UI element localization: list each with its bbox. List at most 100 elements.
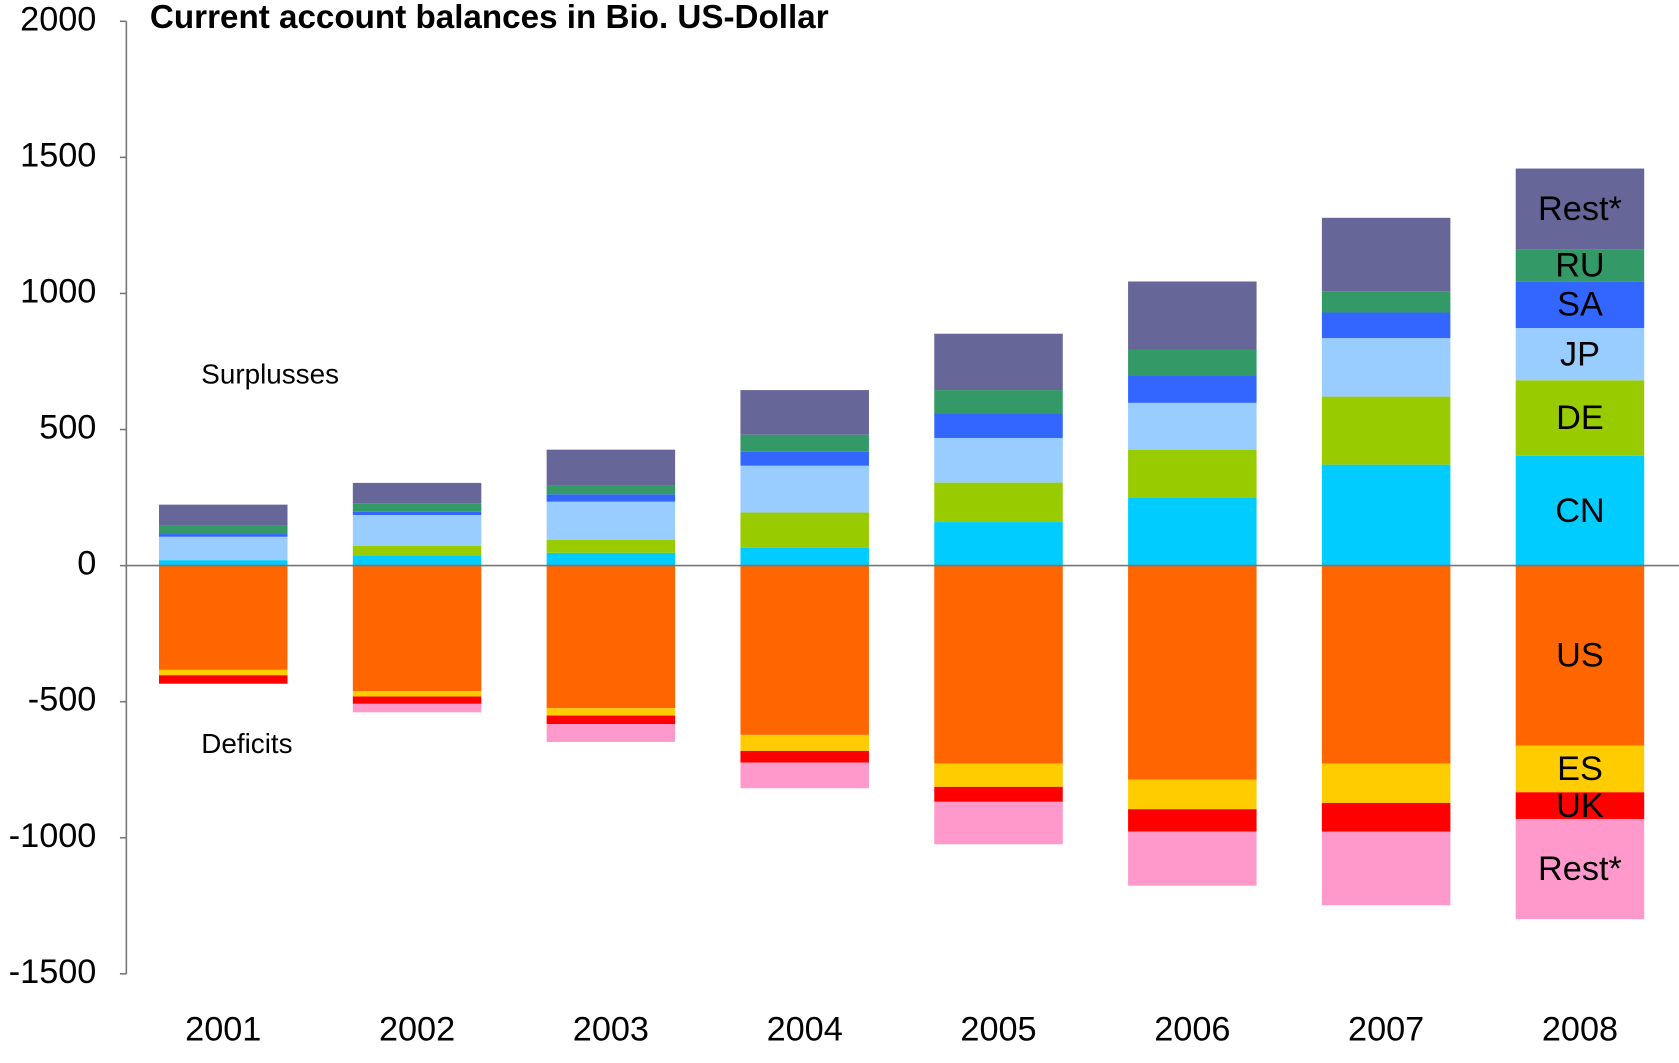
bar-segment <box>934 763 1063 787</box>
bar-segment <box>352 545 482 556</box>
bar-segment <box>740 512 869 548</box>
y-tick-label: 1000 <box>20 273 96 311</box>
segment-label: CN <box>1555 492 1604 530</box>
bar-segment <box>934 565 1063 764</box>
segment-label: ES <box>1557 750 1603 788</box>
bar-segment <box>352 555 482 566</box>
bar-segment <box>1128 375 1257 403</box>
bar-segment <box>546 723 676 742</box>
annotation: Deficits <box>201 728 292 759</box>
bar-segment <box>1128 349 1257 376</box>
bar-segment <box>546 708 676 716</box>
segment-label: Rest* <box>1538 850 1622 888</box>
bar-segment <box>159 504 288 526</box>
bar-segment <box>352 511 482 515</box>
bar-segment <box>934 413 1063 438</box>
bar-segment <box>934 390 1063 414</box>
bar-segment <box>1515 281 1645 329</box>
y-tick-label: 500 <box>39 409 96 447</box>
bar-segment <box>1128 779 1257 810</box>
bar-segment <box>740 750 869 763</box>
bar-segment <box>1321 802 1451 832</box>
bar-segment <box>1515 455 1645 566</box>
bar-segment <box>1321 831 1451 906</box>
bar-segment <box>1321 763 1451 803</box>
bar-segment <box>934 437 1063 483</box>
bar-segment <box>1128 565 1257 780</box>
bar-segment <box>1321 217 1451 292</box>
bar-segment <box>740 390 869 435</box>
x-tick-label: 2007 <box>1348 1010 1424 1048</box>
segment-label: DE <box>1556 399 1604 437</box>
bar-segment <box>1128 831 1257 886</box>
x-tick-label: 2001 <box>185 1010 261 1048</box>
bar-segment <box>546 565 676 709</box>
bar-segment <box>740 547 869 566</box>
bar-segment <box>1515 168 1645 250</box>
segment-label: SA <box>1557 286 1603 324</box>
bar-segment <box>159 675 288 684</box>
bar-segment <box>1321 396 1451 465</box>
bar-segment <box>1321 565 1451 764</box>
bar-segment <box>740 465 869 513</box>
bar-segment <box>1128 449 1257 498</box>
bar-segment <box>740 734 869 751</box>
bar-segment <box>1515 792 1645 819</box>
chart-title: Current account balances in Bio. US-Doll… <box>150 0 829 36</box>
segment-label: UK <box>1556 787 1604 825</box>
segment-label: US <box>1556 637 1604 675</box>
bar-segment <box>740 451 869 466</box>
bar-segment <box>1515 745 1645 793</box>
bar-segment <box>159 560 288 566</box>
bar-segment <box>546 501 676 541</box>
y-tick-label: 0 <box>77 545 96 583</box>
y-tick-label: 2000 <box>20 0 96 38</box>
segment-label: JP <box>1560 335 1600 373</box>
bar-segment <box>546 449 676 486</box>
x-tick-label: 2004 <box>767 1010 843 1048</box>
bar-segment <box>352 691 482 697</box>
segment-label: RU <box>1555 247 1604 285</box>
bar-segment <box>1321 312 1451 339</box>
bar-segment <box>1515 328 1645 381</box>
bar-segment <box>352 703 482 713</box>
bar-segment <box>1321 464 1451 566</box>
bar-segment <box>934 482 1063 523</box>
bar-segment <box>1128 402 1257 450</box>
bar-segment <box>159 669 288 676</box>
bar-segment <box>934 522 1063 566</box>
bar-segment <box>1128 497 1257 566</box>
bar-segment <box>1515 249 1645 282</box>
bar-segment <box>1515 565 1645 746</box>
bar-segment <box>1128 281 1257 350</box>
bar-segment <box>546 715 676 724</box>
bar-segment <box>1321 291 1451 313</box>
y-tick-label: -500 <box>28 681 97 719</box>
bar-segment <box>1515 818 1645 920</box>
y-tick-label: -1500 <box>9 953 97 991</box>
annotation: Surplusses <box>201 358 339 389</box>
bar-segment <box>352 482 482 504</box>
bar-segment <box>546 494 676 502</box>
bar-segment <box>159 536 288 561</box>
bar-segment <box>740 565 869 735</box>
bar-segment <box>1321 338 1451 397</box>
x-tick-label: 2003 <box>573 1010 649 1048</box>
bar-segment <box>159 565 288 670</box>
y-tick-label: 1500 <box>20 136 96 174</box>
bar-segment <box>159 534 288 537</box>
bar-segment <box>934 786 1063 802</box>
bar-segment <box>1128 809 1257 832</box>
bar-segment <box>740 762 869 789</box>
bar-segment <box>352 696 482 704</box>
bar-segment <box>546 552 676 566</box>
bar-segment <box>352 565 482 692</box>
x-tick-label: 2002 <box>379 1010 455 1048</box>
bar-segment <box>352 514 482 546</box>
x-tick-label: 2008 <box>1542 1010 1618 1048</box>
bar-segment <box>1515 380 1645 456</box>
x-tick-label: 2005 <box>960 1010 1036 1048</box>
x-tick-label: 2006 <box>1154 1010 1230 1048</box>
bar-segment <box>934 333 1063 391</box>
